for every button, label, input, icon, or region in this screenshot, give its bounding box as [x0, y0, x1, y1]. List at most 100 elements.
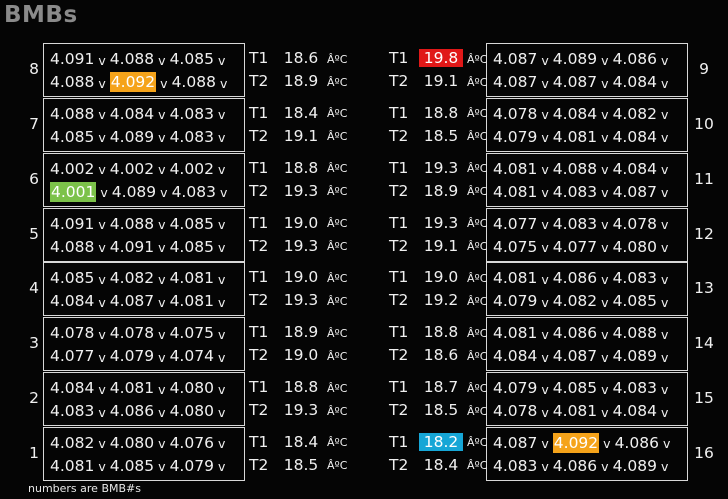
volt-unit: v	[160, 75, 168, 91]
volt-unit: v	[660, 75, 669, 91]
t1-value: 18.7	[423, 378, 459, 397]
volt-unit: v	[601, 75, 609, 91]
bmb-number: 10	[694, 114, 714, 133]
t1-label: T1	[389, 49, 409, 67]
volt-unit: v	[541, 217, 549, 233]
cell-voltage: 4.081	[493, 159, 538, 178]
cell-voltage: 4.085	[552, 379, 598, 398]
bmb-number: 6	[29, 169, 39, 188]
cell-voltage-row: 4.079 v 4.082 v 4.085 v	[493, 289, 668, 313]
volt-unit: v	[660, 294, 669, 310]
temp-unit: ÂºC	[327, 294, 348, 308]
temp-unit: ÂºC	[327, 436, 348, 450]
t1-value: 19.0	[283, 213, 319, 232]
volt-unit: v	[601, 217, 609, 233]
t2-row: T2 19.1 ÂºC	[249, 125, 347, 147]
bmb-voltage-box: 4.091 v 4.088 v 4.085 v 4.088 v 4.091 v 4.085 v	[43, 207, 245, 262]
cell-voltage: 4.082	[50, 433, 95, 452]
volt-unit: v	[601, 185, 609, 201]
cell-voltage: 4.088	[612, 324, 657, 343]
cell-voltage: 4.001	[50, 181, 97, 202]
cell-voltage: 4.075	[169, 324, 214, 343]
t1-label: T1	[389, 103, 409, 122]
volt-unit: v	[541, 294, 549, 310]
cell-voltage: 4.084	[50, 292, 95, 311]
t2-value: 18.5	[283, 455, 319, 474]
cell-voltage: 4.091	[109, 237, 155, 256]
cell-voltage: 4.088	[109, 50, 155, 68]
t1-value: 19.3	[423, 213, 459, 232]
cell-voltage: 4.085	[169, 237, 214, 256]
t1-row: T1 19.0 ÂºC	[249, 212, 347, 234]
cell-voltage: 4.086	[552, 456, 598, 475]
volt-unit: v	[660, 271, 669, 287]
t2-label: T2	[389, 72, 409, 90]
cell-voltage: 4.081	[552, 127, 598, 146]
volt-unit: v	[98, 326, 106, 342]
t1-value: 19.0	[423, 268, 459, 287]
cell-voltage-row: 4.087 v 4.092 v 4.086 v	[493, 431, 670, 455]
cell-voltage: 4.077	[552, 237, 598, 256]
cell-voltage: 4.084	[109, 104, 155, 123]
cell-voltage: 4.087	[493, 433, 538, 452]
volt-unit: v	[541, 404, 549, 420]
cell-voltage: 4.082	[109, 269, 155, 288]
cell-voltage: 4.080	[169, 402, 214, 421]
cell-voltage-row: 4.081 v 4.086 v 4.088 v	[493, 321, 668, 345]
t2-value: 18.6	[423, 346, 459, 365]
t2-label: T2	[389, 346, 409, 365]
t2-label: T2	[389, 455, 409, 474]
cell-voltage-row: 4.001 v 4.089 v 4.083 v	[50, 180, 227, 204]
t1-label: T1	[249, 268, 269, 287]
t2-row: T2 19.3 ÂºC	[249, 289, 347, 311]
t1-value: 19.0	[283, 268, 319, 287]
bmb-number: 9	[699, 60, 709, 78]
temp-unit: ÂºC	[327, 381, 348, 395]
cell-voltage: 4.083	[552, 182, 598, 201]
bmb-voltage-box: 4.078 v 4.084 v 4.082 v 4.079 v 4.081 v 4.084 v	[486, 97, 688, 152]
volt-unit: v	[601, 271, 609, 287]
cell-voltage: 4.083	[169, 104, 214, 123]
t2-label: T2	[249, 181, 269, 200]
footnote: numbers are BMB#s	[28, 482, 141, 495]
t1-value: 18.4	[283, 432, 319, 451]
volt-unit: v	[158, 349, 166, 365]
volt-unit: v	[160, 185, 168, 201]
cell-voltage-row: 4.088 v 4.092 v 4.088 v	[50, 70, 227, 94]
t1-value: 18.8	[283, 378, 319, 397]
cell-voltage-row: 4.075 v 4.077 v 4.080 v	[493, 235, 668, 259]
t1-value: 18.8	[423, 103, 459, 122]
cell-voltage-row: 4.088 v 4.091 v 4.085 v	[50, 235, 225, 259]
bmb-number: 1	[29, 443, 39, 462]
volt-unit: v	[219, 185, 228, 201]
temp-unit: ÂºC	[327, 326, 348, 340]
volt-unit: v	[217, 217, 226, 233]
t1-row: T1 18.2 ÂºC	[389, 431, 487, 453]
bmb-voltage-box: 4.081 v 4.086 v 4.088 v 4.084 v 4.087 v 4.089 v	[486, 317, 688, 372]
volt-unit: v	[158, 404, 166, 420]
bmb-voltage-box: 4.087 v 4.089 v 4.086 v 4.087 v 4.087 v 4.084 v	[486, 43, 688, 97]
temp-unit: ÂºC	[467, 52, 488, 66]
cell-voltage-row: 4.079 v 4.085 v 4.083 v	[493, 376, 668, 400]
cell-voltage: 4.083	[169, 127, 214, 146]
volt-unit: v	[541, 459, 549, 475]
volt-unit: v	[541, 107, 549, 123]
volt-unit: v	[660, 52, 669, 68]
bmb-voltage-box: 4.079 v 4.085 v 4.083 v 4.078 v 4.081 v 4.084 v	[486, 372, 688, 427]
temp-unit: ÂºC	[327, 217, 348, 231]
cell-voltage: 4.082	[612, 104, 657, 123]
t2-row: T2 18.5 ÂºC	[389, 125, 487, 147]
bmb-number: 15	[694, 389, 714, 408]
cell-voltage: 4.079	[493, 127, 538, 146]
cell-voltage: 4.002	[109, 159, 155, 178]
volt-unit: v	[601, 294, 609, 310]
bmb-number: 5	[29, 224, 39, 243]
cell-voltage: 4.077	[493, 214, 538, 233]
volt-unit: v	[541, 185, 549, 201]
cell-voltage: 4.084	[612, 402, 657, 421]
cell-voltage-row: 4.082 v 4.080 v 4.076 v	[50, 431, 225, 455]
t2-value: 18.4	[423, 455, 459, 474]
volt-unit: v	[662, 436, 671, 452]
t2-row: T2 19.0 ÂºC	[249, 344, 347, 366]
cell-voltage: 4.089	[552, 50, 598, 68]
